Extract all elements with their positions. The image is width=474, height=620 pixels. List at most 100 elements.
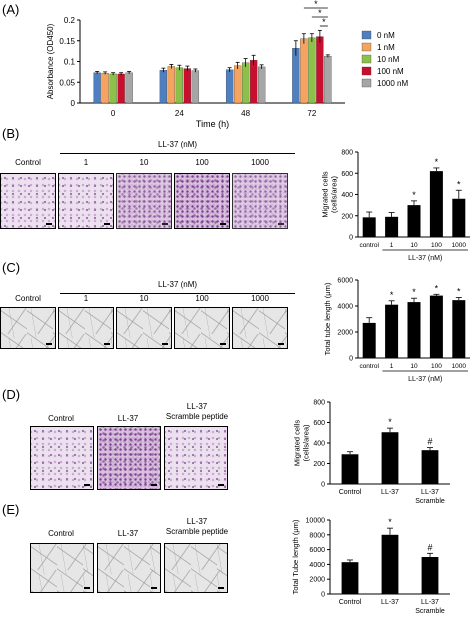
x-tick-label: Control [339, 599, 362, 606]
bar [183, 68, 192, 104]
y-tick-label: 4000 [337, 304, 353, 311]
micrograph-c-100nm [174, 307, 230, 349]
bar [421, 450, 439, 484]
y-tick-label: 0.1 [64, 58, 76, 67]
bar [241, 62, 250, 104]
significance-marker: * [412, 190, 416, 200]
y-tick-label: 800 [341, 150, 353, 157]
micrograph-b-1nm [58, 173, 114, 229]
x-tick-label: LL-37 [421, 599, 439, 606]
micro-label-d-1: LL-37 [117, 414, 139, 423]
bar [300, 38, 308, 104]
y-tick-label: 600 [313, 420, 325, 427]
chart-e: 0 2000 4000 6000 8000 10000 Control * LL-37 # LL-3… [291, 517, 450, 615]
ll37-header-c: LL-37 (nM) [157, 280, 198, 289]
x-tick-label: Scramble [415, 608, 445, 615]
micrograph-c-10nm [116, 307, 172, 349]
significance-marker: * [435, 157, 439, 167]
significance-marker: * [390, 290, 394, 300]
legend-swatch [361, 54, 372, 64]
bar [407, 302, 421, 358]
micro-label-c-3: 100 [195, 294, 209, 303]
y-tick-label: 400 [341, 192, 353, 199]
bar [308, 37, 316, 104]
micrograph-e-scramble [164, 543, 228, 593]
y-tick-label: 8000 [309, 532, 325, 539]
bar [429, 295, 443, 358]
bar [385, 216, 399, 237]
micrograph-row-b: LL-37 (nM) Control 1 10 100 1000 [0, 140, 300, 240]
y-tick-label: 400 [313, 441, 325, 448]
y-tick-label: 2000 [337, 330, 353, 337]
scale-bar [46, 223, 52, 225]
legend-label: 1 nM [377, 43, 395, 52]
significance-marker: * [318, 8, 322, 18]
significance-marker: * [457, 287, 461, 297]
chart-d: 0 200 400 600 800 Control * LL-37 # LL-37 Scramble… [293, 400, 450, 505]
micrograph-row-d: Control LL-37 LL-37 Scramble peptide [0, 400, 240, 500]
bar [341, 454, 359, 484]
micro-label-b-4: 1000 [251, 158, 269, 167]
micrograph-row-e: Control LL-37 LL-37 Scramble peptide [0, 515, 240, 615]
x-tick-label: 1 [390, 242, 394, 249]
chart-b: 0 200 400 600 800 control 1 * 10 * 100 * 1000 LL-37 (… [321, 150, 470, 262]
x-tick-label: control [359, 242, 379, 249]
y-tick-label: 4000 [309, 562, 325, 569]
x-tick-label: 10 [410, 363, 418, 370]
x-tick-label: 48 [241, 109, 250, 118]
y-tick-label: 200 [341, 213, 353, 220]
y-tick-label: 0 [71, 99, 76, 108]
micrograph-d-ll37 [97, 426, 161, 490]
y-axis-label: Total tube length (μm) [323, 282, 332, 355]
panel-label-e: (E) [2, 502, 20, 517]
bar [385, 304, 399, 358]
significance-marker: * [314, 0, 318, 9]
significance-marker: * [322, 17, 326, 27]
y-axis-label: Migrated cells [321, 171, 330, 218]
y-tick-label: 6000 [309, 547, 325, 554]
bar [249, 60, 258, 104]
micro-label-d-0: Control [48, 414, 74, 423]
y-tick-label: 600 [341, 171, 353, 178]
y-tick-label: 6000 [337, 278, 353, 285]
y-axis-label: (cells/area) [330, 175, 339, 213]
x-tick-label: Scramble [415, 498, 445, 505]
x-tick-label: LL-37 [381, 489, 399, 496]
y-tick-label: 0 [321, 592, 325, 599]
bar [93, 72, 101, 104]
x-tick-label: LL-37 [381, 599, 399, 606]
scale-bar [218, 484, 224, 486]
x-tick-label: 72 [307, 109, 316, 118]
scale-bar [220, 343, 226, 345]
legend-label: 10 nM [377, 55, 400, 64]
significance-marker: * [388, 517, 392, 527]
scale-bar [151, 484, 157, 486]
panel-label-d: (D) [2, 387, 21, 402]
scale-bar [104, 223, 110, 225]
bar [452, 300, 466, 358]
micro-label-b-0: Control [15, 158, 41, 167]
chart-a: 0 0.05 0.1 0.15 0.2 0 24 48 72 Time (h) Absorbance… [46, 0, 408, 129]
micrograph-c-1000nm [232, 307, 288, 349]
micrograph-d-control [30, 426, 94, 490]
y-tick-label: 0 [349, 356, 353, 363]
micro-label-c-2: 10 [139, 294, 149, 303]
scale-bar [278, 343, 284, 345]
x-tick-label: 0 [111, 109, 116, 118]
ll37-header-b: LL-37 (nM) [157, 140, 198, 149]
bar [109, 73, 117, 104]
x-tick-label: 100 [431, 363, 442, 370]
bar [175, 67, 184, 104]
micro-label-c-1: 1 [83, 294, 89, 303]
significance-marker: * [435, 283, 439, 293]
y-tick-label: 0.2 [64, 16, 76, 25]
y-axis-label: Absorbance (OD450) [46, 23, 55, 99]
x-tick-label: 1000 [452, 242, 467, 249]
y-tick-label: 2000 [309, 577, 325, 584]
y-tick-label: 200 [313, 461, 325, 468]
micro-label-b-3: 100 [195, 158, 209, 167]
x-tick-label: Control [339, 489, 362, 496]
legend-label: 1000 nM [377, 79, 408, 88]
legend-swatch [361, 42, 372, 52]
scale-bar [278, 223, 284, 225]
